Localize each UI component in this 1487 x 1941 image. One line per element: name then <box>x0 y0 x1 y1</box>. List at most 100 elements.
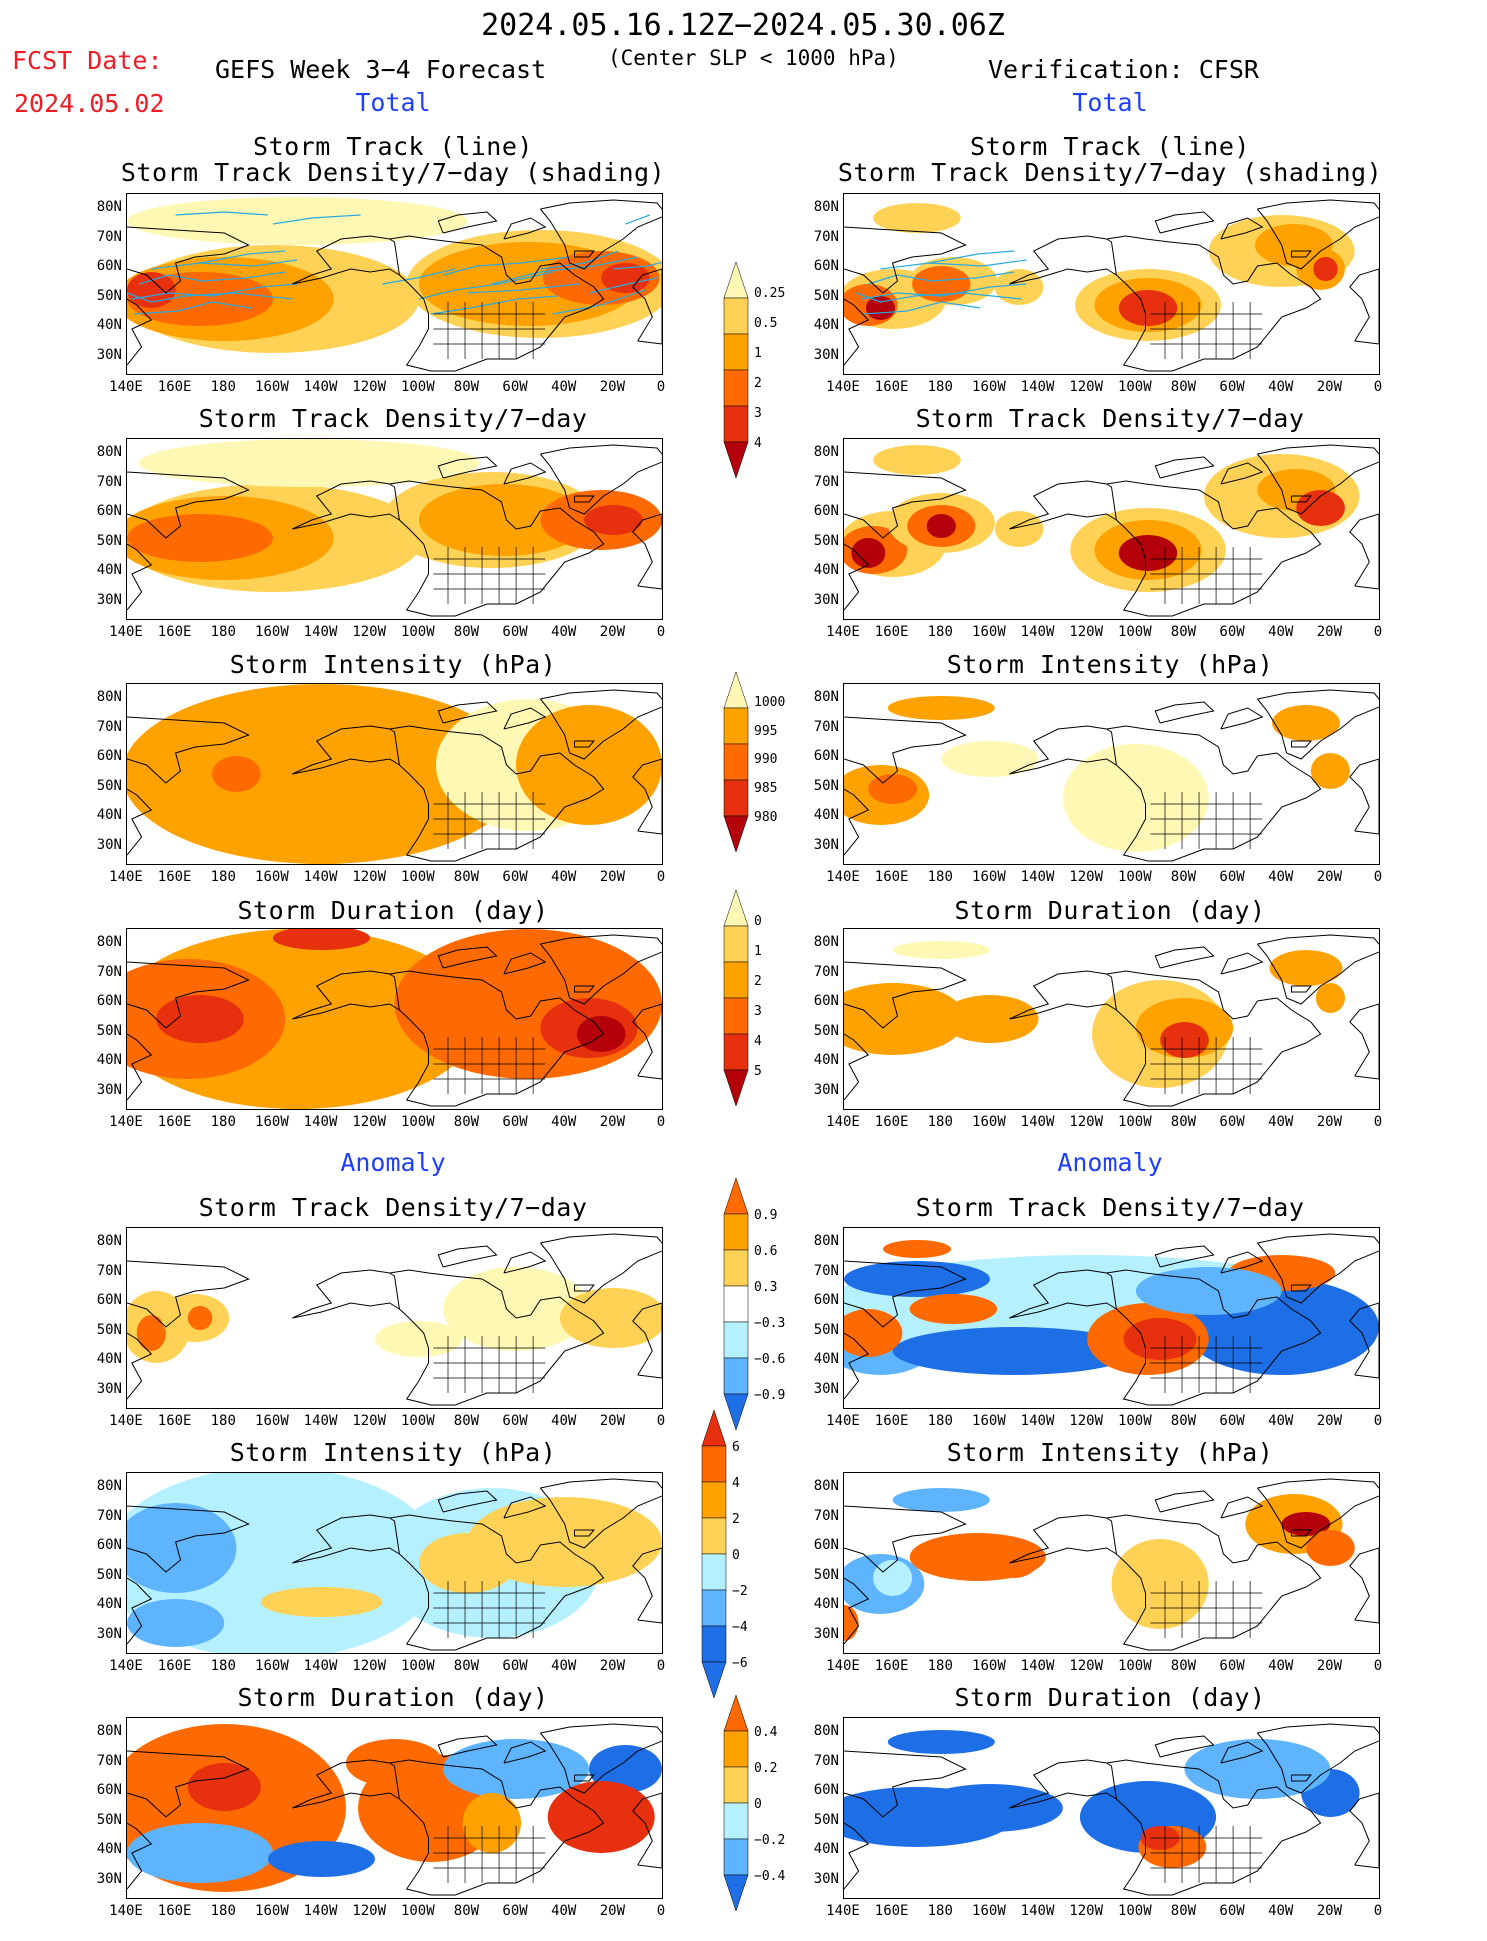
y-tick-label: 40N <box>96 1841 122 1857</box>
x-tick-label: 40W <box>1268 1903 1294 1919</box>
colorbar-segment <box>701 1481 727 1519</box>
y-tick-label: 70N <box>813 718 839 735</box>
x-tick-label: 140E <box>109 1114 143 1130</box>
x-tick-label: 140E <box>826 1114 860 1130</box>
shading-medblue-1 <box>127 1503 237 1593</box>
coastline-kam <box>844 716 967 784</box>
x-tick-label: 40W <box>551 1114 577 1130</box>
coastline-alaska <box>1009 725 1117 775</box>
colorbar-segment <box>723 1285 749 1323</box>
coastline-europe <box>632 1547 662 1624</box>
colorbar-label: 1 <box>754 944 762 959</box>
x-tick-label: 120W <box>1069 869 1104 885</box>
coastline-na <box>1106 1514 1322 1651</box>
y-tick-label: 70N <box>96 1752 122 1769</box>
shading-orangered-2 <box>127 514 273 562</box>
y-tick-label: 40N <box>813 1596 839 1612</box>
shading-lightorange-6 <box>873 203 961 233</box>
shading-darkred-5 <box>926 514 956 538</box>
y-tick-label: 30N <box>813 591 839 608</box>
storm-track-line-7 <box>430 295 558 315</box>
shading-blue-1 <box>916 1784 1063 1832</box>
y-tick-label: 40N <box>96 1052 122 1068</box>
fcst-date-label: FCST Date: <box>12 46 163 75</box>
map-panel-verification-track <box>843 193 1380 375</box>
y-tick-label: 50N <box>96 287 122 304</box>
coastline-alaska <box>292 235 400 285</box>
x-tick-label: 0 <box>656 1903 666 1919</box>
y-tick-label: 70N <box>813 473 839 490</box>
map-panel-verification-density-anomaly <box>843 1227 1380 1409</box>
shading-yellow-4 <box>375 1321 463 1357</box>
shading-orange-1 <box>941 995 1039 1043</box>
x-tick-label: 20W <box>1316 1658 1343 1674</box>
coastline-greenland <box>540 444 662 515</box>
colorbar-label: 0.9 <box>754 1208 778 1223</box>
x-tick-label: 160W <box>255 869 289 885</box>
colorbar-segment <box>723 997 749 1035</box>
y-tick-label: 80N <box>96 934 122 950</box>
y-tick-label: 30N <box>96 1870 122 1887</box>
storm-track-line-13 <box>552 289 646 315</box>
x-tick-label: 160E <box>874 869 909 885</box>
y-tick-label: 50N <box>813 1022 839 1039</box>
shading-medblue-5 <box>1184 1739 1331 1799</box>
x-tick-label: 80W <box>453 1413 480 1429</box>
y-tick-label: 70N <box>813 963 839 980</box>
coastline-islands1 <box>1154 211 1215 234</box>
storm-track-line-16 <box>175 211 269 216</box>
y-tick-label: 60N <box>96 258 122 274</box>
y-tick-label: 50N <box>813 532 839 549</box>
storm-track-line-11 <box>588 277 658 294</box>
colorbar-segment <box>723 369 749 407</box>
x-tick-label: 160E <box>874 1413 909 1429</box>
x-tick-label: 120W <box>1069 1658 1104 1674</box>
coastline-europe <box>632 1792 662 1869</box>
x-tick-label: 100W <box>400 1413 435 1429</box>
x-tick-label: 160W <box>972 624 1006 640</box>
shading-red-8 <box>1123 1318 1197 1360</box>
coastline-iceland <box>1291 1284 1312 1292</box>
shading-red-13 <box>1296 490 1345 526</box>
y-tick-label: 60N <box>813 993 839 1009</box>
storm-track-line-15 <box>382 268 456 285</box>
colorbar-label: 3 <box>754 406 762 421</box>
x-tick-label: 80W <box>453 624 480 640</box>
x-tick-label: 0 <box>656 1658 666 1674</box>
colorbar-segment <box>723 1838 749 1876</box>
title-track-shading-right: Storm Track Density/7−day (shading) <box>837 158 1383 187</box>
storm-track-line-12 <box>613 261 662 270</box>
coastline-asia <box>127 298 153 366</box>
coastline-europe <box>1349 268 1379 345</box>
coastline-iceland <box>1291 985 1312 993</box>
shading-medblue-2 <box>892 1488 990 1512</box>
storm-track-line-4 <box>127 292 293 303</box>
date-range-title: 2024.05.16.12Z−2024.05.30.06Z <box>481 8 1005 43</box>
coastline-islands1 <box>1154 946 1215 969</box>
coastline-kam <box>127 471 250 539</box>
colorbar-label: 0.2 <box>754 1761 778 1776</box>
coastline-islands2 <box>503 217 547 240</box>
shading-orangered-3 <box>187 1306 213 1330</box>
shading-darkred-2 <box>865 296 896 320</box>
y-tick-label: 30N <box>813 1870 839 1887</box>
shading-yellow-2 <box>941 741 1039 777</box>
coastline-alaska <box>292 1759 400 1809</box>
y-tick-label: 30N <box>96 346 122 363</box>
x-tick-label: 160E <box>157 1658 192 1674</box>
x-tick-label: 40W <box>1268 624 1294 640</box>
y-tick-label: 30N <box>96 1625 122 1642</box>
colorbar-segment <box>723 1766 749 1804</box>
coastline-asia <box>844 1822 870 1890</box>
colorbar-segment <box>723 1393 749 1431</box>
x-tick-label: 20W <box>599 1658 626 1674</box>
coastline-islands1 <box>437 211 498 234</box>
coastline-asia <box>127 1332 153 1400</box>
colorbar-segment <box>723 1321 749 1359</box>
coastline-alaska <box>1009 480 1117 530</box>
x-tick-label: 140W <box>303 869 338 885</box>
coastline-kam <box>844 1260 967 1328</box>
x-tick-label: 20W <box>599 1114 626 1130</box>
coastline-alaska <box>1009 235 1117 285</box>
y-tick-label: 60N <box>813 1537 839 1553</box>
